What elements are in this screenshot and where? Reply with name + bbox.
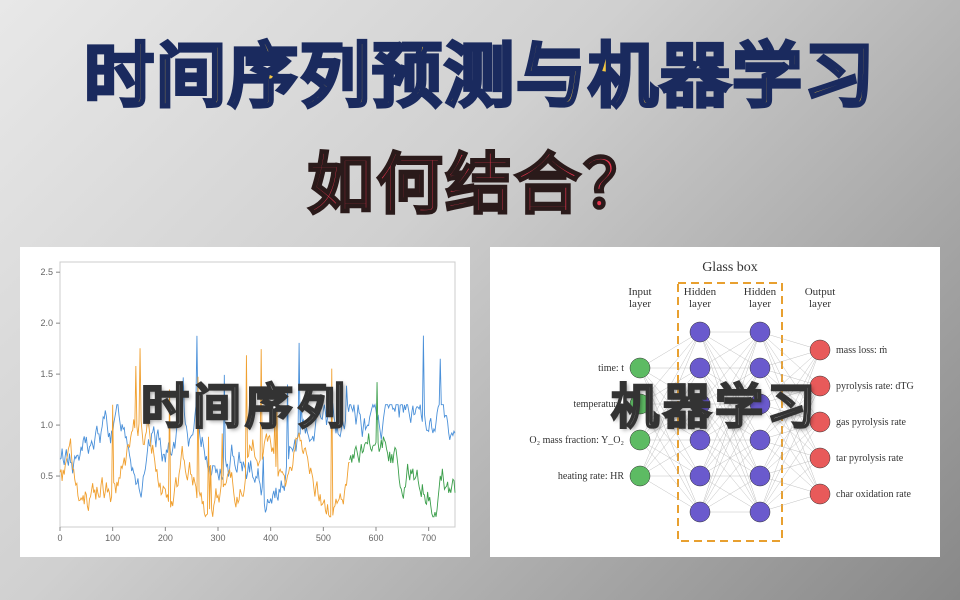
- svg-text:Glass box: Glass box: [702, 260, 758, 275]
- svg-text:400: 400: [263, 533, 278, 543]
- svg-text:0: 0: [57, 533, 62, 543]
- svg-text:2.0: 2.0: [40, 318, 53, 328]
- svg-text:Output: Output: [805, 286, 836, 298]
- svg-text:char oxidation rate: char oxidation rate: [836, 489, 912, 500]
- svg-text:layer: layer: [629, 298, 651, 310]
- nn-overlay-label: 机器学习: [611, 367, 819, 437]
- svg-text:gas pyrolysis rate: gas pyrolysis rate: [836, 417, 907, 428]
- timeseries-panel: 0 100 200 300 400 500 600 700 0.5 1.0 1.5 2.0 2.5 时间…: [20, 247, 470, 557]
- svg-text:mass loss: ṁ: mass loss: ṁ: [836, 345, 887, 356]
- svg-text:O₂ mass fraction: Y_O₂: O₂ mass fraction: Y_O₂: [529, 435, 624, 446]
- svg-text:2.5: 2.5: [40, 267, 53, 277]
- svg-text:200: 200: [158, 533, 173, 543]
- nn-panel: Glass boxInputlayerHiddenlayerHiddenlaye…: [490, 247, 940, 557]
- svg-text:pyrolysis rate: dTG: pyrolysis rate: dTG: [836, 381, 914, 392]
- panels-container: 0 100 200 300 400 500 600 700 0.5 1.0 1.5 2.0 2.5 时间…: [0, 227, 960, 557]
- svg-text:0.5: 0.5: [40, 471, 53, 481]
- svg-text:heating rate: HR: heating rate: HR: [558, 471, 624, 482]
- svg-text:layer: layer: [809, 298, 831, 310]
- svg-text:tar pyrolysis rate: tar pyrolysis rate: [836, 453, 904, 464]
- svg-text:700: 700: [421, 533, 436, 543]
- svg-text:500: 500: [316, 533, 331, 543]
- title-line-2: 如何结合？: [0, 131, 960, 227]
- timeseries-overlay-label: 时间序列: [141, 367, 349, 437]
- svg-text:1.0: 1.0: [40, 420, 53, 430]
- svg-text:100: 100: [105, 533, 120, 543]
- svg-text:Hidden: Hidden: [684, 286, 717, 298]
- svg-text:Hidden: Hidden: [744, 286, 777, 298]
- svg-text:600: 600: [368, 533, 383, 543]
- svg-text:1.5: 1.5: [40, 369, 53, 379]
- title-line-1: 时间序列预测与机器学习: [0, 0, 960, 121]
- svg-text:Input: Input: [628, 286, 651, 298]
- svg-text:layer: layer: [689, 298, 711, 310]
- svg-text:layer: layer: [749, 298, 771, 310]
- svg-text:300: 300: [210, 533, 225, 543]
